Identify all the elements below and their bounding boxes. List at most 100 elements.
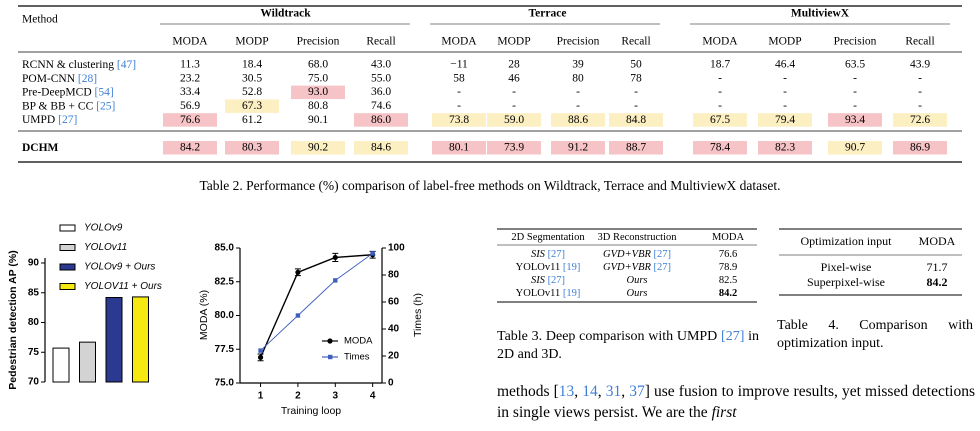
y2-tick-label: 60 xyxy=(388,297,400,308)
group-header: Wildtrack xyxy=(260,8,311,20)
cell: 11.3 xyxy=(180,59,200,71)
cell-highlight xyxy=(693,141,747,155)
cell-text: 78.9 xyxy=(719,262,737,273)
citation: [25] xyxy=(96,100,115,112)
cell: - xyxy=(918,86,922,98)
cell: - xyxy=(512,100,516,112)
cell-highlight xyxy=(432,141,486,155)
method-name: DCHM xyxy=(22,142,59,154)
cell: 46 xyxy=(508,72,520,84)
cell: 73.8 xyxy=(449,114,469,126)
cell: - xyxy=(853,72,857,84)
cell: 93.0 xyxy=(308,86,328,98)
column-header: MODA xyxy=(712,232,745,243)
y-tick-label: 77.5 xyxy=(215,344,235,355)
cell-highlight xyxy=(225,141,279,155)
cell: 93.4 xyxy=(845,114,865,126)
cell: - xyxy=(634,86,638,98)
cell-highlight xyxy=(551,141,605,155)
cell-text: 71.7 xyxy=(927,260,948,274)
legend-label: YOLOV11 + Ours xyxy=(84,281,162,292)
column-header: Precision xyxy=(834,36,877,48)
cell: 58 xyxy=(453,72,465,84)
legend-marker xyxy=(328,354,333,360)
cell: 73.9 xyxy=(504,142,524,154)
x-tick-label: 3 xyxy=(333,391,339,402)
y-tick-label: 75.0 xyxy=(215,378,235,389)
cell: SIS [27] xyxy=(531,249,565,260)
cell-highlight xyxy=(893,113,947,127)
cell-highlight xyxy=(291,85,345,100)
legend-label: YOLOv11 xyxy=(84,242,127,253)
column-header: 2D Segmentation xyxy=(511,232,585,243)
cell: 43.9 xyxy=(910,59,930,71)
text-run: in 2D and 3D. xyxy=(497,329,760,362)
y-tick-label: 70 xyxy=(28,377,40,388)
cell: GVD+VBR [27] xyxy=(603,262,671,273)
cell: - xyxy=(718,86,722,98)
cell: - xyxy=(718,100,722,112)
column-header: Precision xyxy=(557,36,600,48)
cell: GVD+VBR [27] xyxy=(603,249,671,260)
legend-label: YOLOv9 xyxy=(84,223,123,234)
cell: 74.6 xyxy=(371,100,391,112)
column-header: MODP xyxy=(235,36,268,48)
cell: 76.6 xyxy=(719,249,737,260)
column-header: MODA xyxy=(172,36,208,48)
cell: 56.9 xyxy=(180,100,200,112)
method: UMPD xyxy=(22,114,55,126)
cell: - xyxy=(918,100,922,112)
cell-highlight xyxy=(609,113,663,127)
cell: - xyxy=(634,100,638,112)
cell: 90.2 xyxy=(308,142,328,154)
method: Pre-DeepMCD xyxy=(22,86,92,98)
point xyxy=(295,313,301,318)
cell: 18.7 xyxy=(710,59,730,71)
point xyxy=(295,269,301,275)
cell: 88.6 xyxy=(568,114,588,126)
cell: YOLOv11 [19] xyxy=(516,262,581,273)
cell: 61.2 xyxy=(242,114,262,126)
cell-highlight xyxy=(163,113,217,127)
text-run: , xyxy=(621,383,630,400)
legend-marker xyxy=(327,338,333,344)
cell: 82.3 xyxy=(775,142,795,154)
cell-text: GVD+VBR xyxy=(603,249,651,260)
cell-text: 84.2 xyxy=(719,288,737,299)
cell-text: 84.2 xyxy=(927,275,948,289)
cell: - xyxy=(853,100,857,112)
column-header: Precision xyxy=(297,36,340,48)
table-header: Method xyxy=(22,14,58,26)
cell: Ours xyxy=(626,288,647,299)
cell-highlight xyxy=(487,141,541,155)
cell: 82.5 xyxy=(719,275,737,286)
legend-swatch xyxy=(59,283,76,290)
table4-caption: Table 4. Comparison with optimization in… xyxy=(777,318,973,351)
method-name: Pre-DeepMCD [54] xyxy=(22,86,114,98)
citation: [47] xyxy=(117,59,136,71)
y-tick-label: 85 xyxy=(28,287,40,298)
column-header: Optimization input xyxy=(801,234,893,248)
cell: YOLOv11 [19] xyxy=(516,288,581,299)
cell: - xyxy=(576,86,580,98)
cell: 75.0 xyxy=(308,72,328,84)
cell: - xyxy=(853,86,857,98)
cell-text: GVD+VBR xyxy=(603,262,651,273)
cell-text: 82.5 xyxy=(719,275,737,286)
legend-label: MODA xyxy=(344,336,373,347)
text-run: ] use fusion to improve results, yet mis… xyxy=(497,383,976,421)
text-run: , xyxy=(597,383,606,400)
citation: [27] xyxy=(654,249,672,260)
cell-highlight xyxy=(354,113,408,127)
citation: [27] xyxy=(58,114,77,126)
citation: [28] xyxy=(78,72,97,84)
cell: 76.6 xyxy=(180,114,200,126)
cell: 67.3 xyxy=(242,100,262,112)
cell: 36.0 xyxy=(371,86,391,98)
x-tick-label: 1 xyxy=(258,391,264,402)
cell: 90.1 xyxy=(308,114,328,126)
cell: Superpixel-wise xyxy=(807,275,885,289)
column-header: Recall xyxy=(621,36,650,48)
cell: 80.1 xyxy=(449,142,469,154)
column-header: MODA xyxy=(441,36,477,48)
